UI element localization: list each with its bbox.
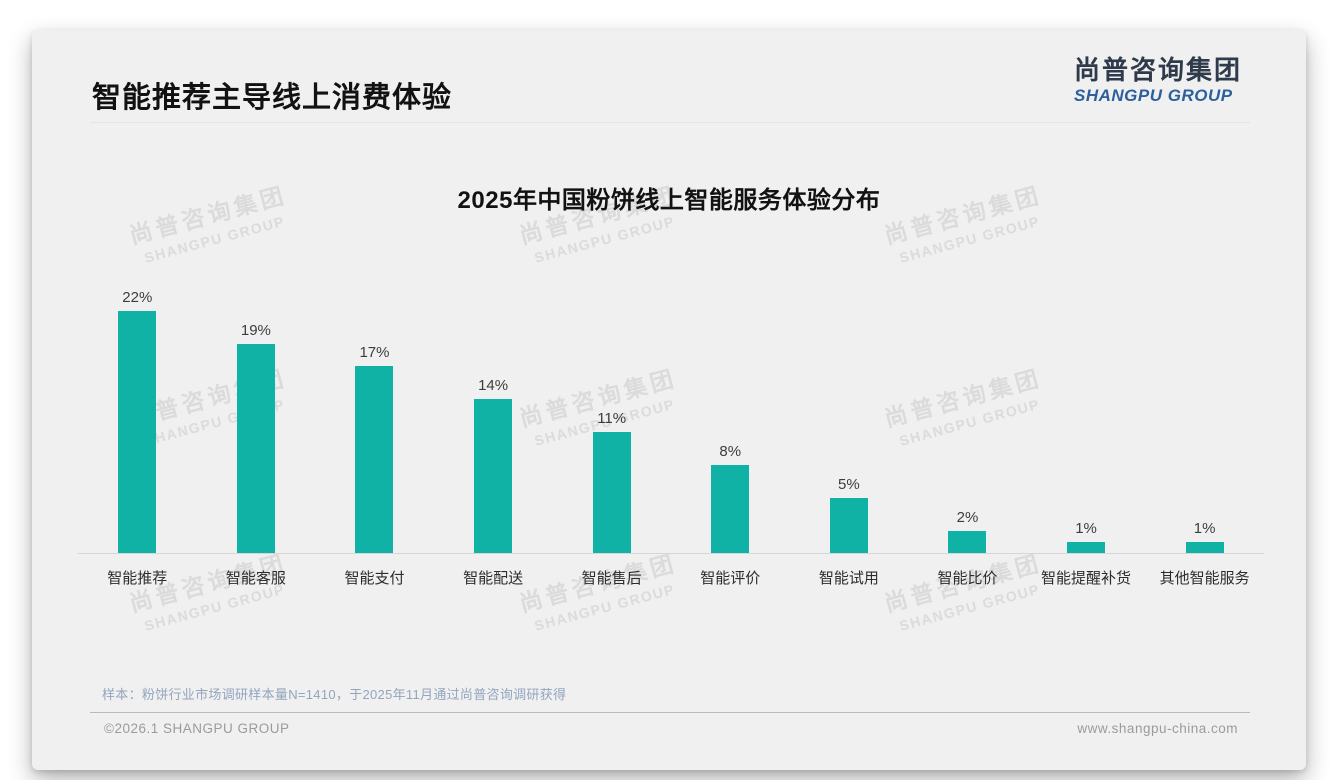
brand-watermark: 尚普咨询集团 SHANGPU GROUP bbox=[880, 544, 1050, 636]
bar-column: 8% bbox=[671, 272, 790, 553]
page-title: 智能推荐主导线上消费体验 bbox=[92, 82, 453, 114]
category-label: 智能比价 bbox=[937, 570, 998, 587]
bar-column: 5% bbox=[790, 272, 909, 553]
brand-logo-english: SHANGPU GROUP bbox=[1073, 85, 1233, 105]
bar-value-label: 1% bbox=[1193, 520, 1216, 537]
bar bbox=[474, 399, 513, 553]
bar bbox=[118, 311, 157, 553]
bar-column: 1% bbox=[1145, 272, 1264, 553]
category-label: 智能评价 bbox=[700, 570, 761, 587]
category-label: 智能支付 bbox=[344, 570, 405, 587]
brand-watermark: 尚普咨询集团 SHANGPU GROUP bbox=[125, 544, 295, 636]
bar-column: 17% bbox=[315, 272, 434, 553]
chart-title: 2025年中国粉饼线上智能服务体验分布 bbox=[457, 187, 881, 214]
category-label: 智能提醒补货 bbox=[1041, 570, 1132, 587]
category-label: 智能推荐 bbox=[107, 570, 168, 587]
category-label-row: 智能推荐 智能客服 智能支付 智能配送 智能售后 智能评价 智能试用 智能比价 智能提醒补货 其他… bbox=[78, 567, 1264, 588]
category-label: 智能试用 bbox=[818, 570, 879, 587]
category-label: 智能售后 bbox=[581, 570, 642, 587]
copyright-text: ©2026.1 SHANGPU GROUP bbox=[104, 721, 290, 736]
bar-value-label: 14% bbox=[478, 377, 509, 394]
bar-value-label: 1% bbox=[1075, 520, 1097, 537]
brand-logo-chinese: 尚普咨询集团 bbox=[1073, 55, 1242, 85]
sample-footnote: 样本：粉饼行业市场调研样本量N=1410，于2025年11月通过尚普咨询调研获得 bbox=[102, 687, 567, 702]
category-label: 智能客服 bbox=[225, 570, 286, 587]
bar-value-label: 19% bbox=[240, 322, 271, 339]
brand-watermark: 尚普咨询集团 SHANGPU GROUP bbox=[515, 544, 685, 636]
footer-divider bbox=[90, 712, 1250, 713]
bar-value-label: 11% bbox=[597, 410, 627, 427]
bar-column: 1% bbox=[1027, 272, 1146, 553]
bar-column: 14% bbox=[434, 272, 553, 553]
slide-card: 尚普咨询集团 SHANGPU GROUP 尚普咨询集团 SHANGPU GROUP 尚普… bbox=[32, 30, 1306, 770]
bar bbox=[236, 344, 275, 553]
bar-column: 2% bbox=[908, 272, 1027, 553]
bar-value-label: 5% bbox=[838, 476, 860, 493]
bar-value-label: 17% bbox=[359, 344, 390, 361]
bar-value-label: 2% bbox=[956, 509, 979, 526]
bar bbox=[1185, 542, 1224, 553]
bar-column: 22% bbox=[78, 272, 197, 553]
bar-value-label: 22% bbox=[122, 289, 153, 306]
bar bbox=[948, 531, 987, 553]
bar bbox=[355, 366, 394, 553]
bar-column: 11% bbox=[552, 272, 671, 553]
footer: ©2026.1 SHANGPU GROUP www.shangpu-china.… bbox=[104, 721, 1238, 736]
website-url: www.shangpu-china.com bbox=[1077, 721, 1238, 736]
bar-value-label: 8% bbox=[719, 443, 742, 460]
brand-logo: 尚普咨询集团 SHANGPU GROUP bbox=[1074, 56, 1242, 106]
bar bbox=[1067, 542, 1106, 553]
bar bbox=[711, 465, 750, 553]
header-divider bbox=[90, 122, 1250, 123]
bar bbox=[829, 498, 868, 553]
bar-columns: 22% 19% 17% 14% 11% 8% 5% 2% 1% 1% bbox=[78, 272, 1264, 553]
bar-column: 19% bbox=[197, 272, 316, 553]
category-label: 智能配送 bbox=[463, 570, 524, 587]
category-label: 其他智能服务 bbox=[1159, 570, 1250, 587]
bar-chart: 22% 19% 17% 14% 11% 8% 5% 2% 1% 1% bbox=[78, 272, 1264, 553]
x-axis-line bbox=[78, 553, 1264, 554]
bar bbox=[592, 432, 631, 553]
